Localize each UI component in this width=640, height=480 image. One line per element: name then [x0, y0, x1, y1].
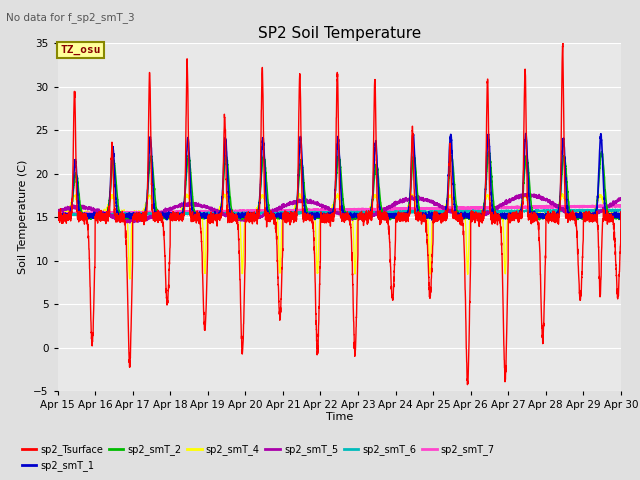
- Title: SP2 Soil Temperature: SP2 Soil Temperature: [257, 25, 421, 41]
- Legend: sp2_Tsurface, sp2_smT_1, sp2_smT_2, sp2_smT_4, sp2_smT_5, sp2_smT_6, sp2_smT_7: sp2_Tsurface, sp2_smT_1, sp2_smT_2, sp2_…: [18, 441, 499, 475]
- Y-axis label: Soil Temperature (C): Soil Temperature (C): [18, 160, 28, 275]
- Text: TZ_osu: TZ_osu: [61, 45, 101, 55]
- Text: No data for f_sp2_smT_3: No data for f_sp2_smT_3: [6, 12, 135, 23]
- X-axis label: Time: Time: [326, 412, 353, 421]
